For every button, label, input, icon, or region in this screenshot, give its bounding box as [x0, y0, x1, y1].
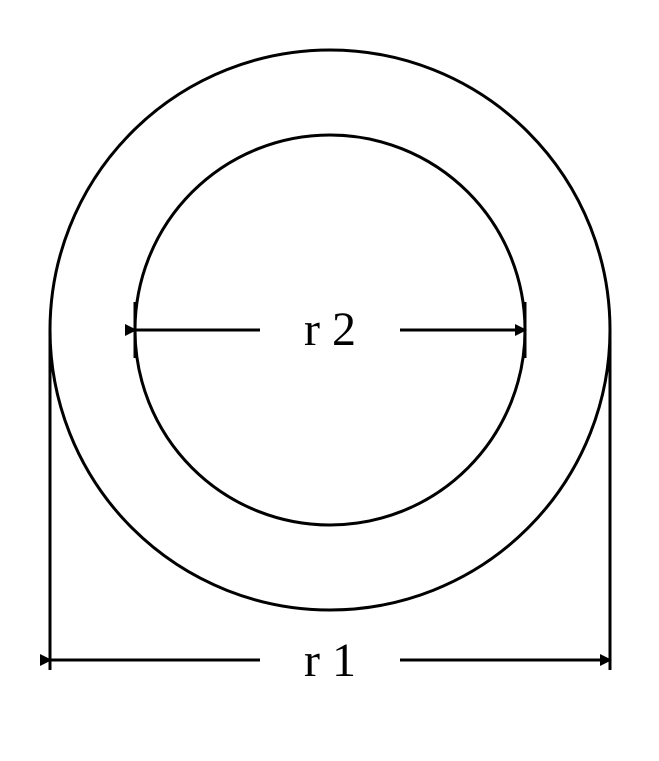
concentric-circles-diagram: r 2 r 1: [0, 0, 659, 761]
outer-dim-label: r 1: [304, 634, 356, 687]
inner-dim-label: r 2: [304, 303, 356, 356]
